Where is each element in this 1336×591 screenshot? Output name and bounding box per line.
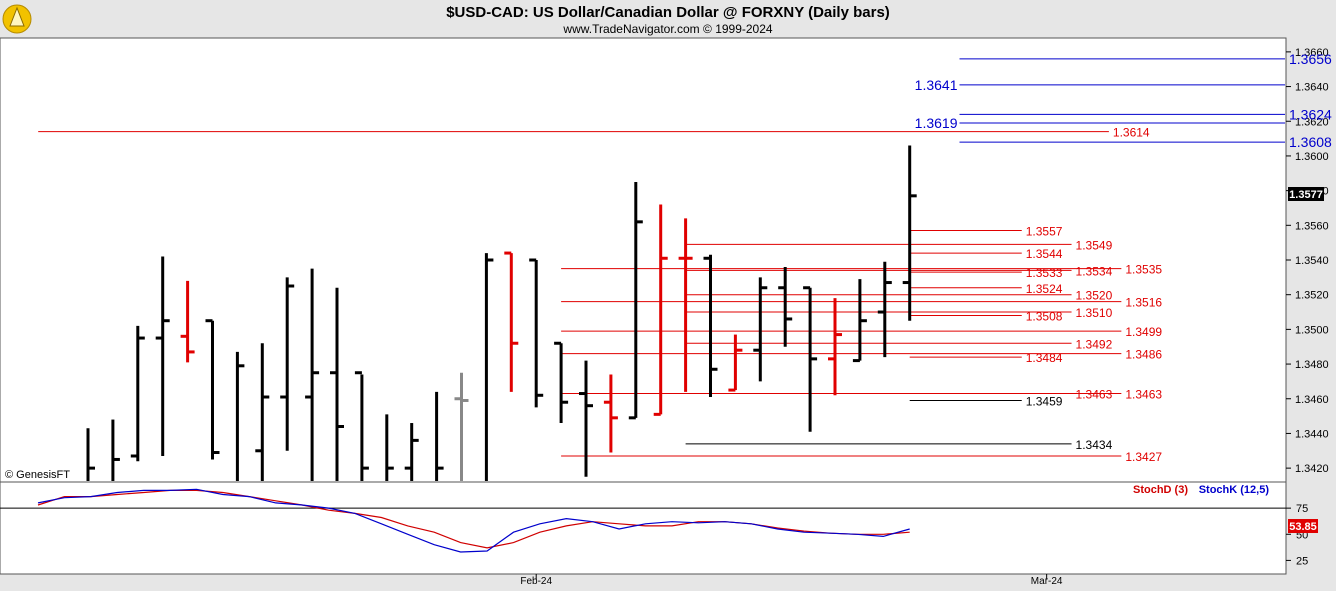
ohlc-bar (653, 204, 668, 416)
ohlc-bar (504, 251, 519, 392)
price-level-label: 1.3427 (1125, 450, 1162, 464)
price-level-label: 1.3520 (1076, 289, 1113, 303)
price-level-label: 1.3508 (1026, 310, 1063, 324)
price-tick-label: 1.3500 (1295, 324, 1329, 336)
ohlc-bar (205, 319, 220, 460)
price-tick-label: 1.3440 (1295, 428, 1329, 440)
price-tick-label: 1.3660 (1295, 47, 1329, 59)
price-panel (0, 37, 1287, 483)
price-level-label: 1.3533 (1026, 266, 1063, 280)
price-level-label: 1.3641 (915, 77, 958, 93)
price-level-label: 1.3510 (1076, 306, 1113, 320)
price-level-label: 1.3608 (1289, 134, 1332, 150)
price-tick-label: 1.3480 (1295, 359, 1329, 371)
price-level-label: 1.3516 (1125, 296, 1162, 310)
price-level-label: 1.3463 (1125, 388, 1162, 402)
ohlc-bar (529, 258, 544, 408)
price-tick-label: 1.3560 (1295, 220, 1329, 232)
date-axis: Feb-24 Mar-24 (520, 574, 1063, 587)
last-price-value: 1.3577 (1289, 189, 1323, 201)
ohlc-bar (803, 286, 818, 432)
ohlc-bar (902, 145, 917, 321)
price-tick-label: 1.3420 (1295, 463, 1329, 475)
price-axis: 1.36601.36401.36201.36001.35801.35601.35… (1286, 47, 1329, 475)
ohlc-bar (753, 277, 768, 382)
ohlc-bar (111, 419, 120, 481)
last-stoch-box: 53.85 (1288, 519, 1318, 533)
ohlc-bar (385, 414, 394, 481)
ohlc-bar (86, 428, 95, 481)
ohlc-bar (305, 268, 320, 481)
ohlc-bar (678, 218, 693, 392)
price-tick-label: 1.3520 (1295, 290, 1329, 302)
ohlc-bar (255, 343, 270, 481)
ohlc-bar (280, 277, 295, 451)
ohlc-bar (703, 254, 718, 398)
price-tick-label: 1.3460 (1295, 394, 1329, 406)
price-tick-label: 1.3540 (1295, 255, 1329, 267)
ohlc-bar (484, 253, 494, 481)
price-level-label: 1.3656 (1289, 51, 1332, 67)
ohlc-bar (454, 372, 469, 481)
price-level-label: 1.3624 (1289, 106, 1332, 122)
price-level-label: 1.3534 (1076, 264, 1113, 278)
stochastic-lines (37, 488, 910, 553)
price-level-label: 1.3557 (1026, 225, 1063, 239)
ohlc-bar (778, 266, 793, 347)
price-level-label: 1.3544 (1026, 247, 1063, 261)
price-level-label: 1.3484 (1026, 351, 1063, 365)
ohlc-bar (554, 341, 569, 424)
ohlc-bar (728, 334, 743, 392)
price-level-label: 1.3619 (915, 115, 958, 131)
last-stoch-value: 53.85 (1289, 521, 1317, 533)
ohlc-bars (86, 145, 917, 481)
price-tick-label: 1.3640 (1295, 82, 1329, 94)
logo-icon (2, 4, 32, 34)
price-level-label: 1.3434 (1076, 438, 1113, 452)
price-level-label: 1.3492 (1076, 337, 1113, 351)
ohlc-bar (435, 391, 444, 481)
price-level-label: 1.3499 (1125, 325, 1162, 339)
ohlc-bar (852, 279, 867, 363)
stoch-tick-label: 75 (1296, 503, 1308, 515)
price-level-label: 1.3535 (1125, 263, 1162, 277)
chart-title: $USD-CAD: US Dollar/Canadian Dollar @ FO… (446, 4, 890, 21)
last-price-box: 1.3577 (1288, 187, 1324, 201)
price-levels: 1.3656 1.3641 1.3624 1.3619 1.3608 1.3614 1.35… (38, 51, 1332, 464)
ohlc-bar (628, 181, 643, 420)
ohlc-bar (877, 261, 892, 358)
stoch-k-legend: StochK (12,5) (1199, 484, 1270, 496)
price-level-label: 1.3614 (1113, 126, 1150, 140)
ohlc-bar (828, 298, 842, 396)
stoch-d-legend: StochD (3) (1133, 484, 1188, 496)
ohlc-bar (579, 360, 593, 477)
date-tick-label: Mar-24 (1031, 576, 1063, 587)
stochastic-panel (0, 481, 1287, 575)
ohlc-bar (354, 371, 369, 481)
ohlc-bar (603, 374, 618, 453)
date-tick-label: Feb-24 (520, 576, 552, 587)
price-level-label: 1.3524 (1026, 282, 1063, 296)
price-level-label: 1.3486 (1125, 348, 1162, 362)
ohlc-bar (130, 325, 145, 462)
chart-subtitle: www.TradeNavigator.com © 1999-2024 (562, 22, 772, 36)
price-level-label: 1.3459 (1026, 394, 1063, 408)
ohlc-bar (235, 351, 245, 481)
price-level-label: 1.3549 (1076, 238, 1113, 252)
ohlc-bar (180, 280, 195, 363)
price-level-label: 1.3463 (1076, 388, 1113, 402)
stochastic-series-line (37, 488, 910, 553)
price-tick-label: 1.3600 (1295, 151, 1329, 163)
price-tick-label: 1.3620 (1295, 116, 1329, 128)
watermark: © GenesisFT (5, 469, 70, 481)
stoch-tick-label: 25 (1296, 555, 1308, 567)
ohlc-bar (404, 423, 419, 481)
ohlc-bar (330, 287, 344, 481)
ohlc-bar (155, 256, 170, 456)
